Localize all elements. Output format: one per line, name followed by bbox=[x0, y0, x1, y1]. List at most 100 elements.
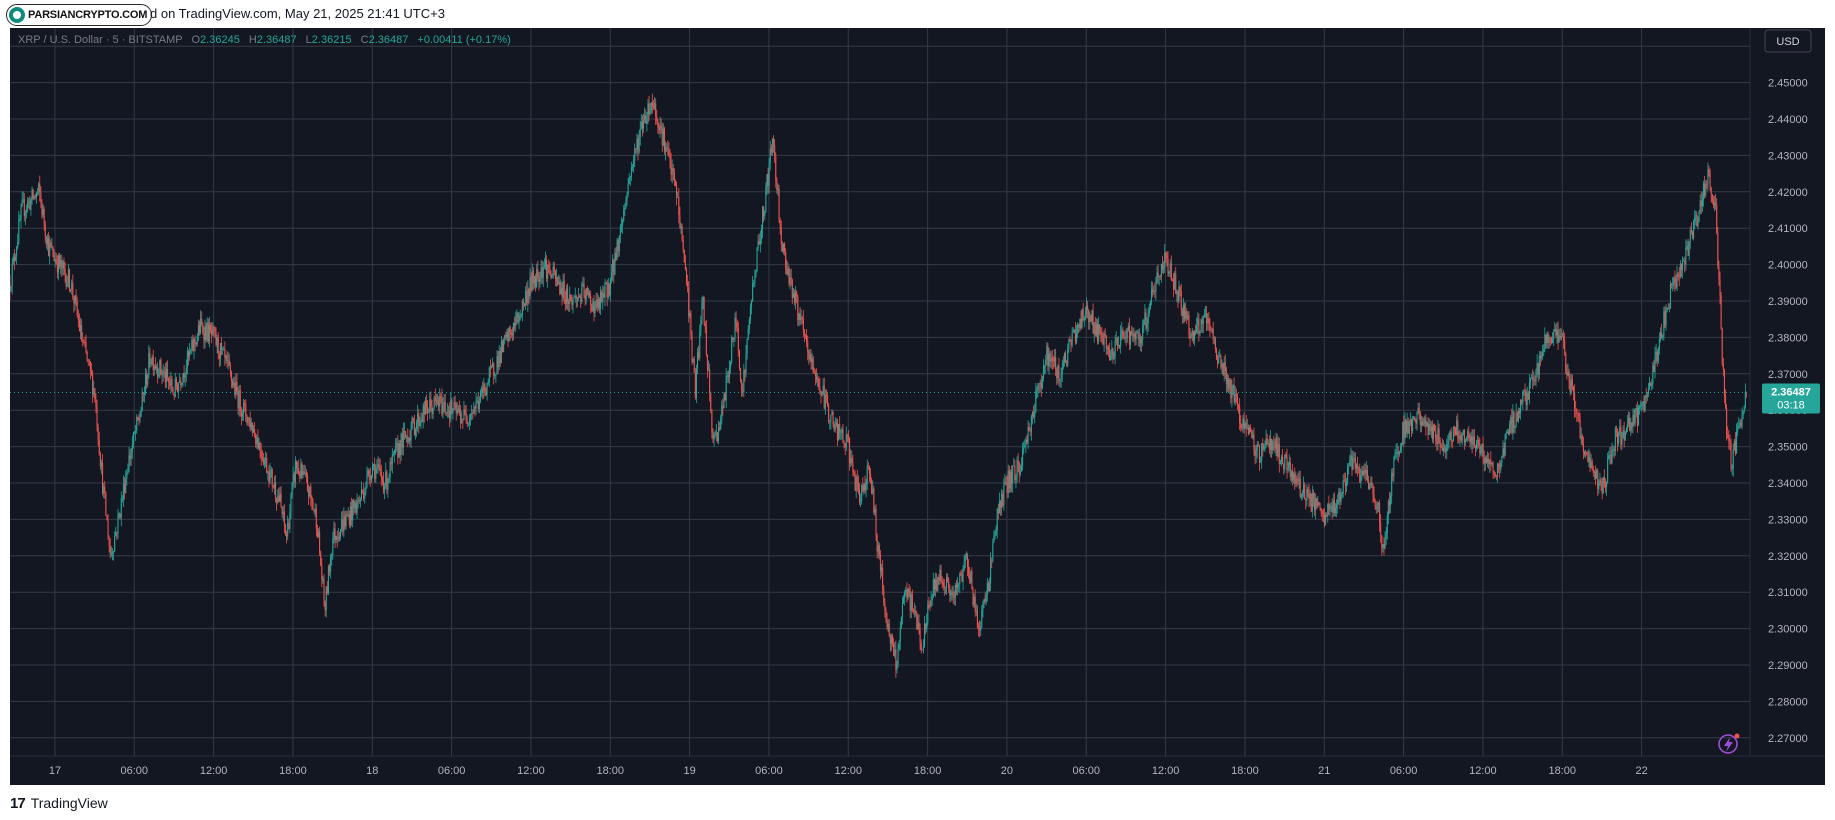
candle-body bbox=[1175, 273, 1177, 294]
candle-body bbox=[1374, 500, 1376, 507]
candle-body bbox=[852, 462, 854, 473]
candle-body bbox=[1376, 504, 1378, 510]
candle-body bbox=[856, 476, 858, 484]
candle-body bbox=[1130, 331, 1132, 345]
candle-body bbox=[887, 623, 889, 628]
candle-body bbox=[532, 270, 534, 284]
candle-body bbox=[1604, 483, 1606, 488]
candle-body bbox=[903, 597, 905, 603]
candle-body bbox=[1161, 264, 1164, 270]
candle-body bbox=[172, 389, 174, 395]
candle-body bbox=[221, 343, 223, 350]
candle-body bbox=[963, 561, 965, 571]
candle-body bbox=[463, 409, 465, 420]
chart-area[interactable]: 2.460002.450002.440002.430002.420002.410… bbox=[10, 28, 1825, 785]
candle-body bbox=[650, 102, 652, 111]
candle-body bbox=[841, 429, 843, 433]
candle-body bbox=[89, 361, 91, 371]
time-tick-label: 06:00 bbox=[1072, 765, 1100, 777]
candle-body bbox=[957, 584, 959, 588]
lightning-icon[interactable] bbox=[1718, 733, 1740, 754]
candle-body bbox=[305, 472, 307, 477]
candle-body bbox=[752, 283, 754, 302]
candle-body bbox=[1016, 460, 1018, 477]
candle-body bbox=[1100, 331, 1102, 335]
candle-body bbox=[1491, 462, 1493, 465]
time-tick-label: 12:00 bbox=[1152, 765, 1180, 777]
candle-body bbox=[863, 483, 865, 492]
candle-body bbox=[1271, 438, 1273, 450]
candle-body bbox=[1492, 462, 1494, 471]
candle-body bbox=[549, 267, 551, 275]
candle-body bbox=[864, 483, 866, 491]
candle-body bbox=[49, 242, 51, 256]
candle-body bbox=[21, 199, 23, 207]
candle-body bbox=[341, 519, 343, 530]
candle-body bbox=[1070, 341, 1072, 345]
price-chart[interactable]: 2.460002.450002.440002.430002.420002.410… bbox=[10, 28, 1825, 785]
candle-body bbox=[1661, 332, 1663, 338]
candle-body bbox=[213, 326, 215, 329]
candle-body bbox=[1361, 471, 1363, 476]
candle-body bbox=[873, 488, 875, 513]
candle-body bbox=[421, 420, 423, 423]
time-tick-label: 18:00 bbox=[1231, 765, 1259, 777]
candle-body bbox=[41, 201, 43, 216]
candle-body bbox=[43, 208, 45, 225]
candle-body bbox=[1322, 513, 1324, 515]
candle-body bbox=[319, 531, 321, 553]
candle-body bbox=[379, 467, 381, 472]
candle-body bbox=[1484, 457, 1486, 464]
candle-body bbox=[1624, 432, 1626, 441]
candle-body bbox=[1125, 337, 1127, 339]
candle-body bbox=[267, 472, 269, 474]
candle-body bbox=[1209, 323, 1211, 329]
candle-body bbox=[1166, 255, 1168, 259]
candle-body bbox=[971, 571, 973, 589]
candle-body bbox=[858, 489, 861, 503]
candle-body bbox=[822, 385, 824, 392]
candle-body bbox=[70, 289, 72, 291]
candle-body bbox=[597, 299, 599, 308]
candle-body bbox=[717, 427, 720, 442]
candle-body bbox=[1678, 276, 1680, 278]
candle-body bbox=[1610, 455, 1612, 463]
candle-body bbox=[719, 427, 721, 430]
candle-body bbox=[607, 283, 609, 298]
candle-body bbox=[300, 463, 302, 478]
candle-body bbox=[1180, 291, 1182, 311]
candle-body bbox=[524, 303, 526, 306]
candle-body bbox=[1505, 433, 1507, 435]
candle-body bbox=[874, 509, 876, 513]
candle-body bbox=[1501, 456, 1503, 463]
candle-body bbox=[1242, 418, 1244, 428]
candle-body bbox=[885, 609, 887, 619]
candle-body bbox=[125, 478, 127, 494]
candle-body bbox=[585, 288, 587, 300]
candle-body bbox=[354, 502, 356, 509]
candle-body bbox=[225, 355, 227, 358]
candle-body bbox=[691, 334, 693, 362]
candle-body bbox=[969, 574, 971, 583]
currency-button[interactable]: USD bbox=[1764, 29, 1812, 53]
candle-body bbox=[1708, 169, 1710, 172]
candle-body bbox=[516, 313, 518, 318]
candle-body bbox=[10, 282, 11, 292]
candle-body bbox=[454, 402, 456, 405]
candle-body bbox=[1504, 434, 1506, 456]
top-bar: PARSIANCRYPTO.COM d on TradingView.com, … bbox=[0, 0, 1835, 28]
candle-body bbox=[860, 500, 862, 503]
candle-body bbox=[1715, 203, 1717, 206]
candle-body bbox=[1600, 480, 1602, 486]
candle-body bbox=[958, 584, 960, 586]
candle-body bbox=[1720, 295, 1722, 329]
candle-body bbox=[564, 298, 566, 304]
candle-body bbox=[1046, 345, 1048, 361]
published-caption: d on TradingView.com, May 21, 2025 21:41… bbox=[150, 6, 445, 21]
candle-body bbox=[536, 269, 538, 287]
candle-body bbox=[344, 516, 346, 527]
candle-body bbox=[845, 434, 847, 448]
candle-body bbox=[670, 161, 672, 175]
candle-body bbox=[1520, 400, 1522, 414]
candle-body bbox=[1218, 356, 1220, 364]
